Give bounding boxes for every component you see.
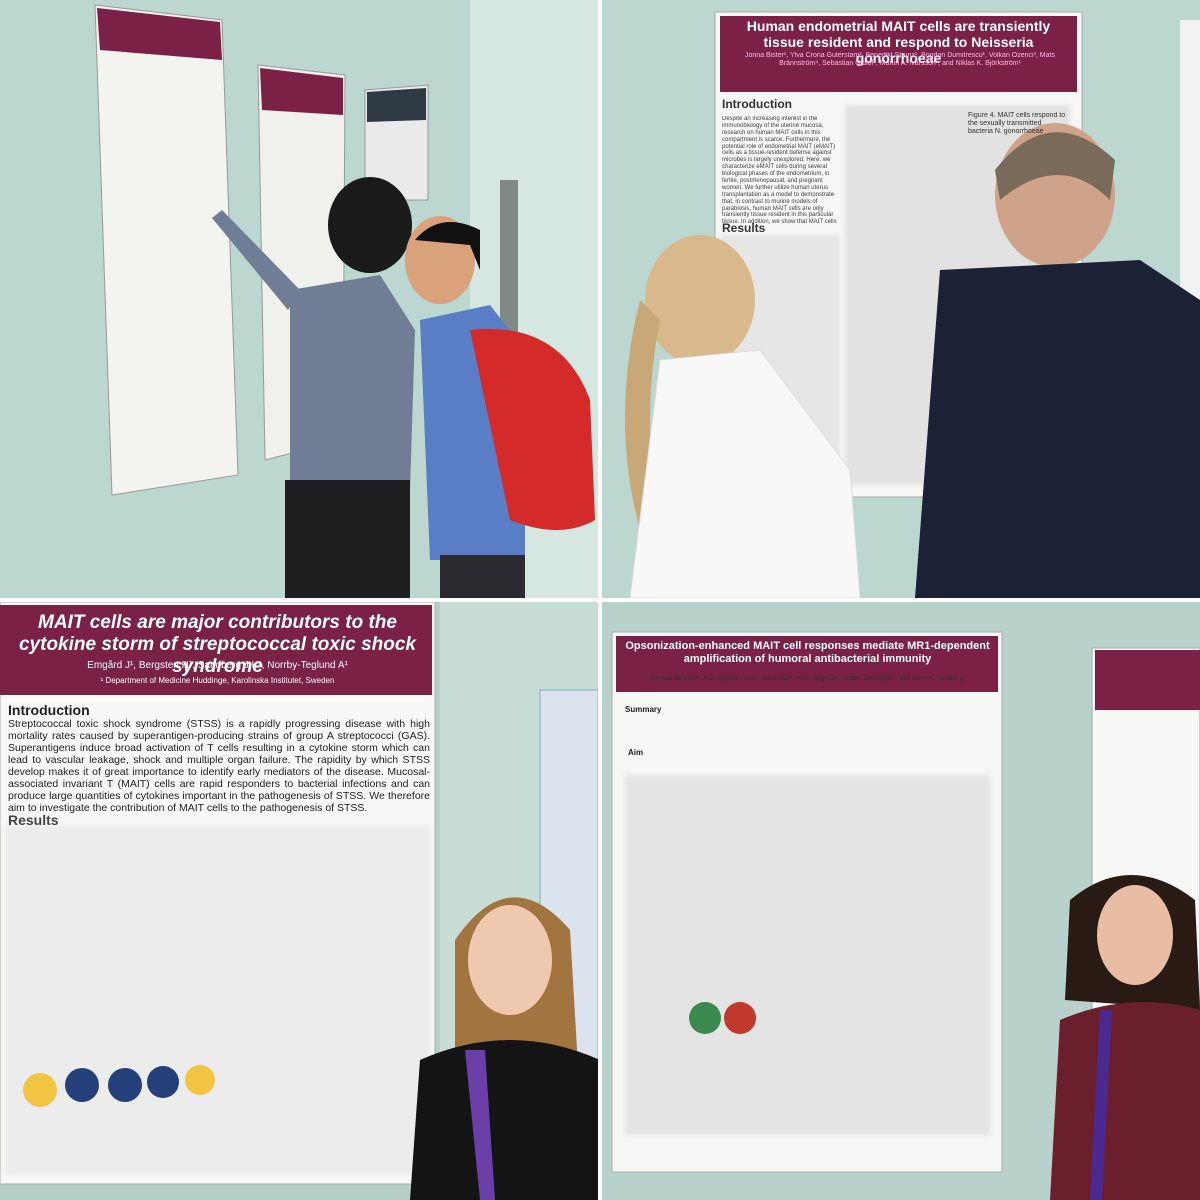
pie-figure bbox=[147, 1066, 179, 1098]
lanyard bbox=[465, 1050, 495, 1200]
poster-intro: Streptococcal toxic shock syndrome (STSS… bbox=[8, 718, 430, 815]
section-heading: Summary bbox=[625, 705, 662, 714]
pie-figure bbox=[108, 1068, 142, 1102]
head bbox=[328, 177, 412, 273]
poster-header bbox=[97, 8, 222, 60]
poster-header bbox=[260, 68, 343, 115]
blurred-figures bbox=[5, 825, 430, 1175]
poster-authors: Caroline Boulouis¹, Jean-Baptiste Gorin¹… bbox=[649, 676, 966, 682]
pie-figure bbox=[689, 1002, 721, 1034]
shirt bbox=[290, 275, 415, 490]
lanyard bbox=[1090, 1010, 1112, 1200]
poster-title: Human endometrial MAIT cells are transie… bbox=[746, 18, 1051, 67]
figure-caption: Figure 4. MAIT cells respond to the sexu… bbox=[968, 112, 1066, 136]
poster-header bbox=[0, 605, 432, 695]
poster-title: Opsonization-enhanced MAIT cell response… bbox=[625, 640, 990, 665]
face bbox=[1097, 885, 1173, 985]
section-heading: Introduction bbox=[722, 98, 792, 111]
poster-authors: Emgård J¹, Bergsten H¹, Sandberg J K¹, N… bbox=[87, 660, 348, 671]
pie-figure bbox=[65, 1068, 99, 1102]
trousers bbox=[285, 480, 410, 598]
poster-title: MAIT cells are major contributors to the… bbox=[18, 612, 416, 677]
section-heading: Aim bbox=[628, 748, 644, 757]
poster-intro: Despite an increasing interest in the im… bbox=[722, 116, 837, 226]
poster-header bbox=[367, 88, 426, 122]
hair bbox=[645, 235, 755, 365]
pie-figure bbox=[23, 1073, 57, 1107]
poster-affiliation: ¹ Department of Medicine Huddinge, Karol… bbox=[100, 676, 335, 685]
poster bbox=[94, 4, 239, 496]
hair bbox=[415, 222, 480, 270]
poster-header bbox=[1095, 650, 1200, 710]
hair bbox=[995, 132, 1115, 200]
section-heading: Results bbox=[722, 222, 766, 235]
divider bbox=[0, 598, 1200, 602]
jacket bbox=[915, 260, 1200, 598]
pie-figure bbox=[724, 1002, 756, 1034]
backpack bbox=[470, 328, 595, 530]
arm bbox=[212, 210, 300, 310]
face bbox=[468, 905, 552, 1015]
top bbox=[1050, 1002, 1200, 1200]
pie-figure bbox=[185, 1065, 215, 1095]
shirt bbox=[629, 349, 861, 599]
top bbox=[410, 1040, 600, 1200]
poster-header bbox=[720, 16, 1077, 92]
poster-header bbox=[616, 636, 998, 692]
poster-authors: Jonna Bister¹, Ylva Crona Guterstam², Be… bbox=[745, 52, 1055, 68]
trousers bbox=[440, 555, 525, 598]
blurred-figures bbox=[625, 775, 990, 1135]
section-heading: Results bbox=[8, 812, 59, 828]
section-heading: Introduction bbox=[8, 702, 90, 718]
